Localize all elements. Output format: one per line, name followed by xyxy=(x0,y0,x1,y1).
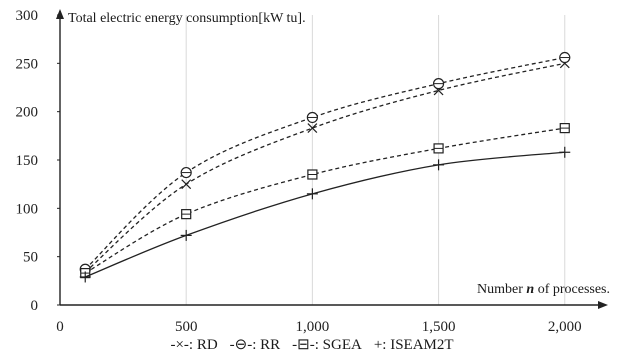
tick-labels: 0 50 100 150 200 250 300 0 500 1,000 1,500 2,000 xyxy=(16,8,582,335)
x-axis-arrow xyxy=(598,301,608,309)
series-iseam2t xyxy=(79,146,571,283)
x-axis-label-post: of processes. xyxy=(534,282,610,297)
legend-label: -⊟-: SGEA xyxy=(292,337,362,353)
legend-item-sgea: -⊟-: SGEA xyxy=(292,335,362,354)
axes xyxy=(56,9,608,309)
x-tick-label: 0 xyxy=(56,319,64,335)
legend-label: -×-: RD xyxy=(170,337,218,353)
data-point xyxy=(432,78,445,90)
y-tick-label: 100 xyxy=(16,201,39,217)
grid-lines xyxy=(185,15,566,305)
data-point xyxy=(306,111,318,124)
data-point xyxy=(180,166,192,179)
x-tick-label: 500 xyxy=(175,319,198,335)
legend: -×-: RD -⊖-: RR -⊟-: SGEA +: ISEAM2T xyxy=(0,335,624,354)
series-line xyxy=(84,62,565,273)
y-tick-label: 150 xyxy=(16,153,39,169)
data-point xyxy=(307,169,318,180)
series-rr xyxy=(79,51,571,275)
series-rd xyxy=(80,58,570,278)
data-point xyxy=(306,188,318,200)
data-point xyxy=(559,51,571,64)
series-line xyxy=(84,127,565,274)
y-tick-label: 250 xyxy=(16,56,39,72)
legend-label: -⊖-: RR xyxy=(229,337,281,353)
data-point xyxy=(180,229,192,241)
data-point xyxy=(433,159,445,171)
x-tick-label: 1,000 xyxy=(296,319,330,335)
y-tick-label: 50 xyxy=(23,250,38,266)
y-tick-label: 0 xyxy=(31,298,39,314)
series-sgea xyxy=(80,122,570,279)
data-point xyxy=(181,179,192,190)
data-point xyxy=(559,146,571,158)
x-axis-label-pre: Number xyxy=(477,282,526,297)
chart: 0 50 100 150 200 250 300 0 500 1,000 1,500 2,000 To… xyxy=(16,8,611,335)
x-axis-label: Number n of processes. xyxy=(477,282,610,297)
legend-label: +: ISEAM2T xyxy=(373,337,454,353)
data-point xyxy=(79,271,91,283)
data-point xyxy=(433,143,444,154)
y-axis-label: Total electric energy consumption[kW tu]… xyxy=(68,11,306,26)
x-tick-label: 1,500 xyxy=(422,319,456,335)
data-point xyxy=(181,209,192,220)
x-marker-stroke xyxy=(181,179,192,190)
data-point xyxy=(559,122,570,134)
x-axis-label-var: n xyxy=(526,282,534,297)
legend-item-rd: -×-: RD xyxy=(170,337,217,354)
y-tick-label: 300 xyxy=(16,8,39,24)
y-tick-label: 200 xyxy=(16,105,39,121)
series-line xyxy=(84,56,565,270)
series-layer xyxy=(79,51,571,283)
legend-item-rr: -⊖-: RR xyxy=(230,335,281,354)
data-point xyxy=(307,123,318,134)
x-marker-stroke xyxy=(307,123,318,134)
x-tick-label: 2,000 xyxy=(548,319,582,335)
y-axis-arrow xyxy=(56,9,64,19)
legend-item-iseam2t: +: ISEAM2T xyxy=(374,337,454,354)
